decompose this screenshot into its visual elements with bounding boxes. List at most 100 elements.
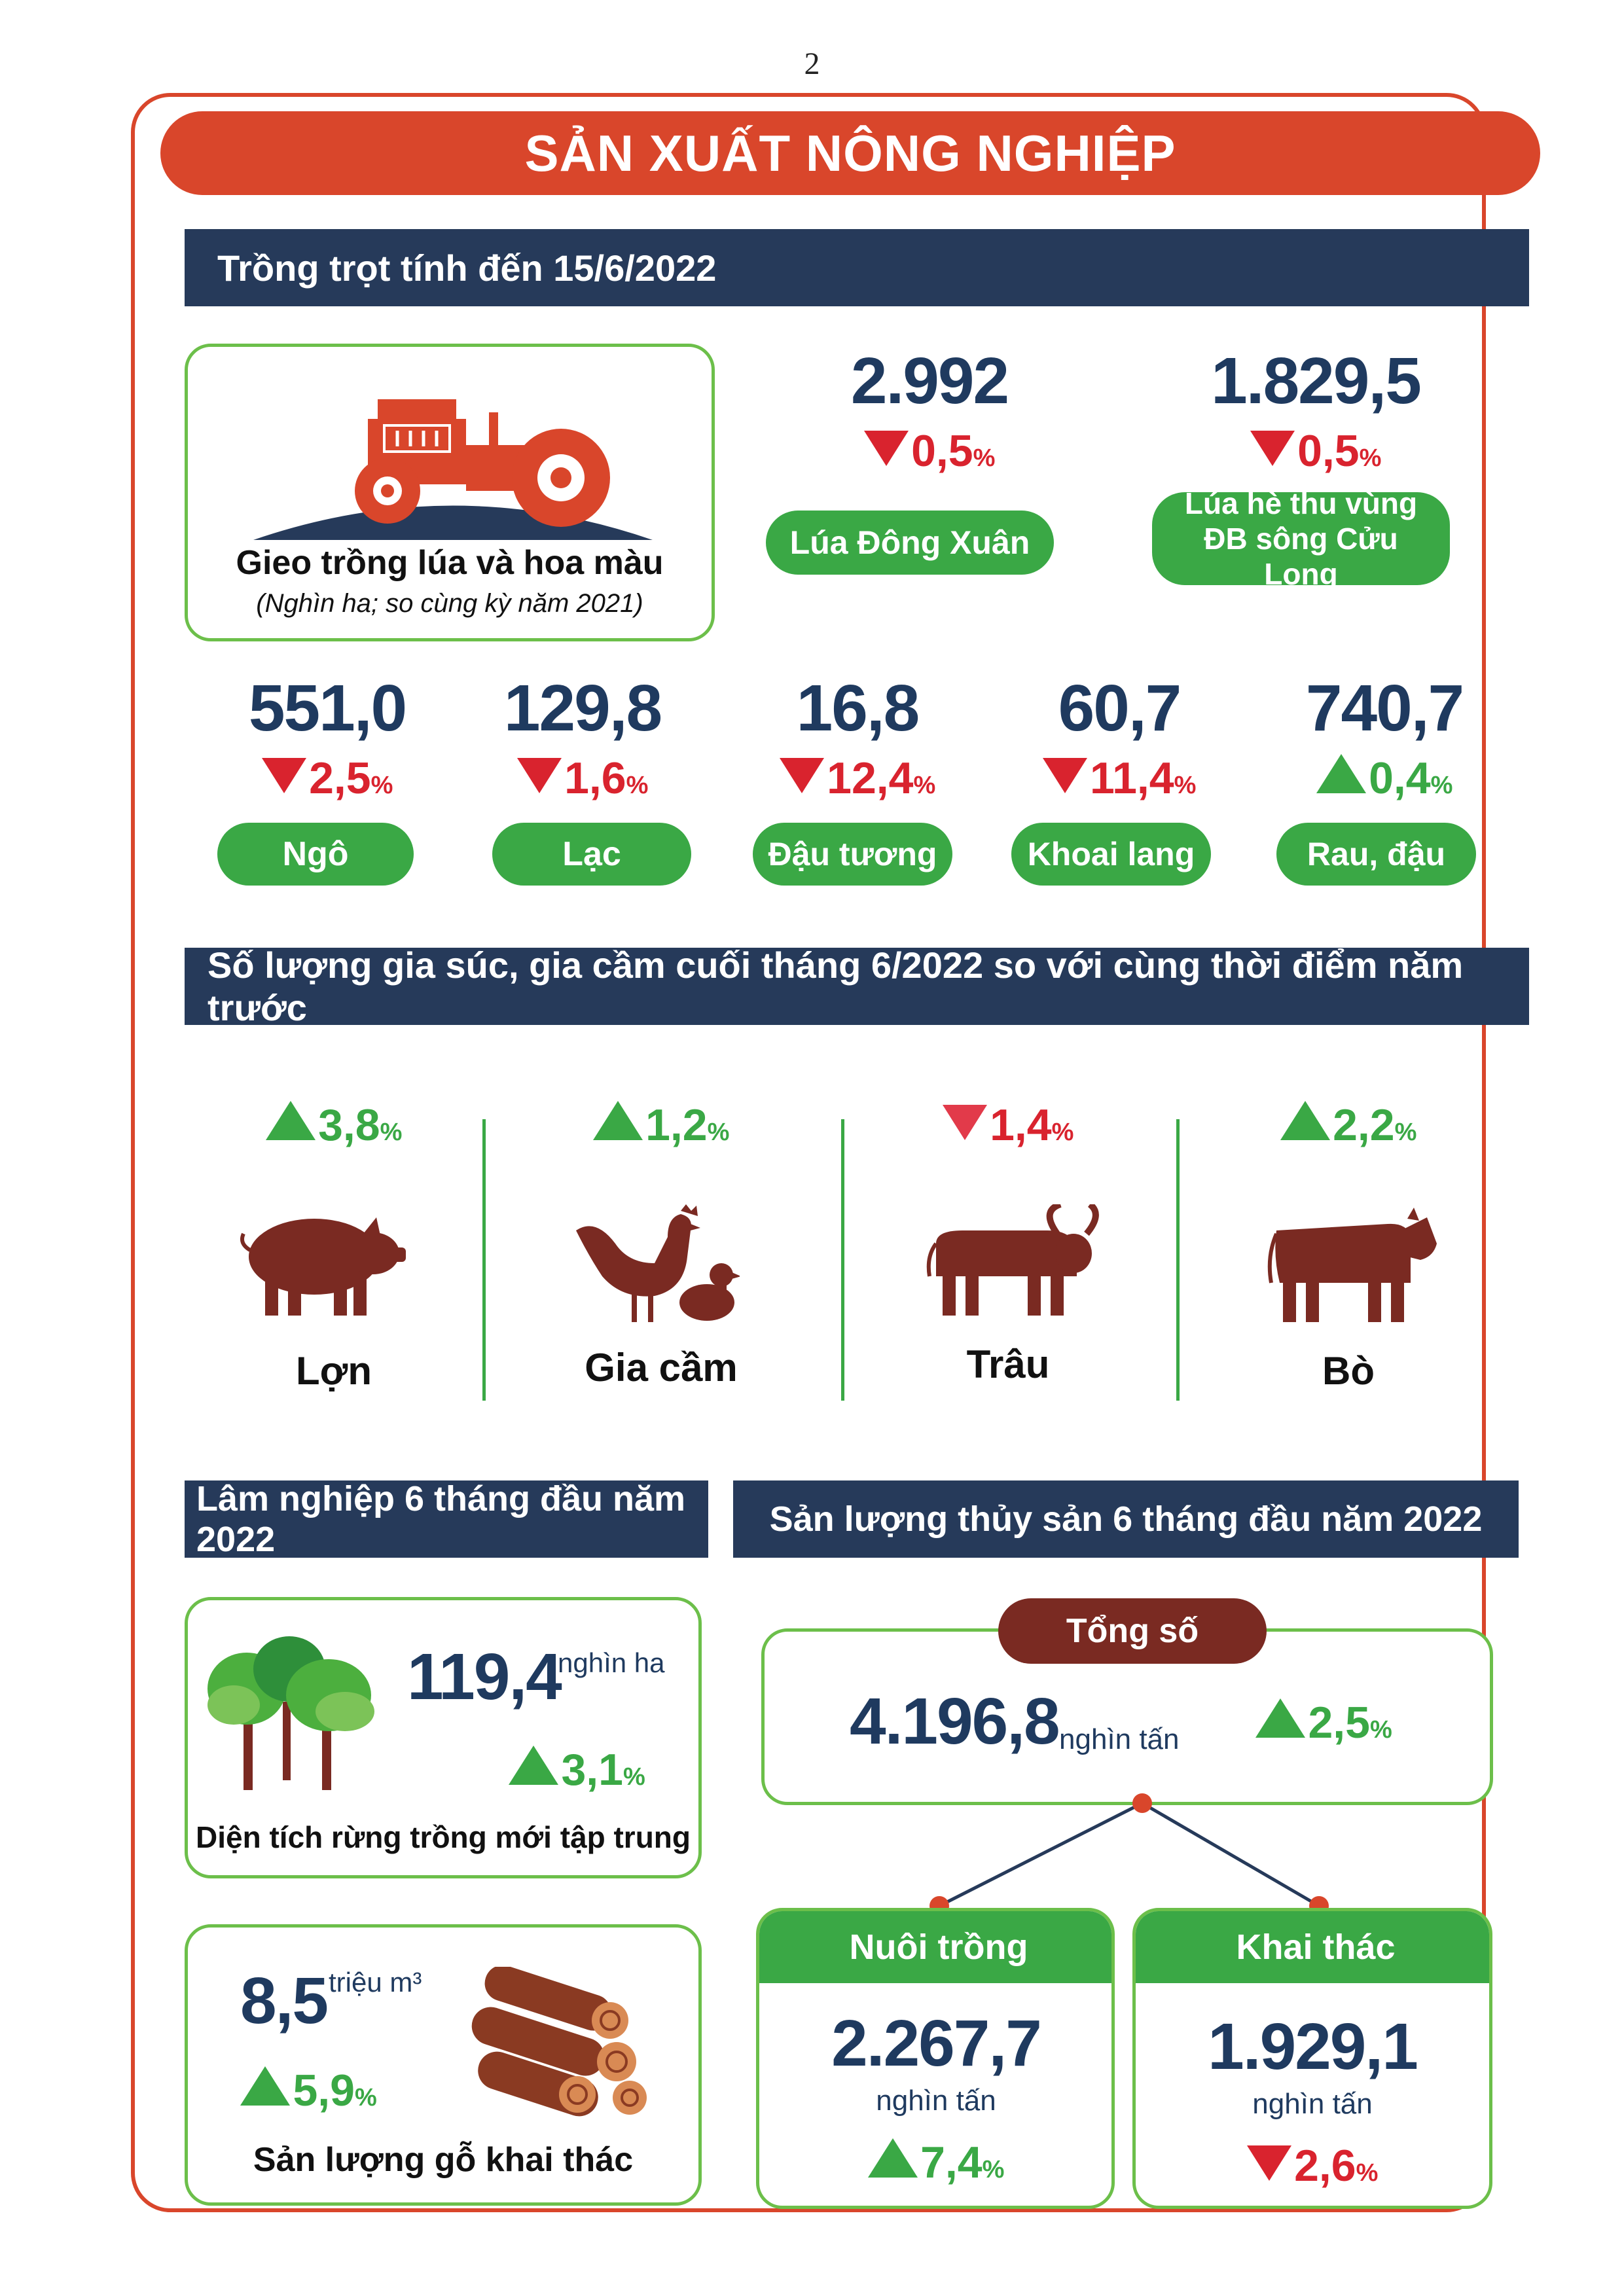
down-arrow-icon (942, 1105, 987, 1140)
pct-sign: % (1369, 1716, 1392, 1744)
crop-label-vegetables: Rau, đậu (1276, 823, 1476, 886)
forestry-timber-value: 8,5 (240, 1964, 329, 2037)
forestry-timber-unit: triệu m³ (329, 1967, 422, 1998)
up-arrow-icon (265, 1101, 316, 1140)
pct-sign: % (707, 1119, 730, 1146)
stat-pct: 3,1 (561, 1745, 623, 1795)
logs-icon (471, 1967, 647, 2117)
fishery-total-label: Tổng số (998, 1598, 1267, 1664)
crop-stat-peanut: 129,8 1,6% (465, 671, 700, 804)
down-arrow-icon (863, 431, 909, 466)
stat-pct: 1,6 (564, 753, 626, 803)
crops-card: Gieo trồng lúa và hoa màu (Nghìn ha; so … (185, 344, 715, 641)
forestry-planted-label: Diện tích rừng trồng mới tập trung (196, 1820, 691, 1854)
down-arrow-icon (1250, 431, 1295, 466)
stat-value: 129,8 (503, 672, 662, 745)
stat-pct: 0,5 (911, 426, 973, 476)
forestry-planted-unit: nghìn ha (558, 1647, 665, 1678)
crop-stat-corn: 551,0 2,5% (209, 671, 445, 804)
fishery-header: Sản lượng thủy sản 6 tháng đầu năm 2022 (733, 1480, 1519, 1558)
crop-stat-vegetables: 740,7 0,4% (1267, 671, 1502, 804)
buffalo-icon (926, 1204, 1099, 1316)
fishery-aquaculture-label: Nuôi trồng (759, 1911, 1111, 1983)
fishery-catch-card: Khai thác 1.929,1 nghìn tấn 2,6% (1132, 1908, 1492, 2209)
crops-card-title: Gieo trồng lúa và hoa màu (236, 544, 664, 582)
stat-value: 60,7 (1058, 672, 1182, 745)
livestock-cow-label: Bò (1322, 1349, 1375, 1393)
livestock-pig-pct: 3,8% (196, 1100, 471, 1151)
livestock-poultry-label: Gia cầm (585, 1346, 738, 1390)
crops-header: Trồng trọt tính đến 15/6/2022 (185, 229, 1529, 306)
rice-winter-label: Lúa Đông Xuân (766, 511, 1054, 575)
connector-lines (929, 1793, 1329, 1916)
fishery-aquaculture-card: Nuôi trồng 2.267,7 nghìn tấn 7,4% (756, 1908, 1115, 2209)
livestock-pig-label: Lợn (296, 1349, 372, 1393)
livestock-buffalo-label: Trâu (966, 1342, 1050, 1386)
fishery-total-pct: 2,5% (1255, 1697, 1392, 1748)
fishery-aquaculture-pct: 7,4% (759, 2137, 1111, 2188)
livestock-poultry-pct: 1,2% (517, 1100, 805, 1151)
stat-pct: 1,4 (990, 1100, 1052, 1150)
stat-pct: 2,6 (1294, 2141, 1356, 2191)
crop-label-corn: Ngô (217, 823, 414, 886)
fishery-catch-value: 1.929,1 (1208, 2010, 1418, 2083)
livestock-cow-pct: 2,2% (1198, 1100, 1499, 1151)
pct-sign: % (370, 772, 393, 799)
rice-summer-stat: 1.829,5 0,5% (1139, 344, 1492, 476)
pct-sign: % (973, 444, 996, 472)
down-arrow-icon (779, 758, 824, 793)
stat-value: 1.829,5 (1211, 344, 1422, 418)
page-frame (131, 93, 1486, 2212)
crop-stat-sweet-potato: 60,7 11,4% (1001, 671, 1237, 804)
crop-label-peanut: Lạc (492, 823, 691, 886)
forestry-planted-card: 119,4 nghìn ha 3,1% Diện tích rừng trồng… (185, 1597, 702, 1878)
forestry-planted-pct: 3,1% (509, 1744, 645, 1795)
rice-summer-label: Lúa hè thu vùng ĐB sông Cửu Long (1152, 486, 1450, 591)
pct-sign: % (626, 772, 649, 799)
up-arrow-icon (1255, 1698, 1305, 1738)
down-arrow-icon (516, 758, 562, 793)
pct-sign: % (913, 772, 936, 799)
up-arrow-icon (1316, 754, 1366, 793)
page-number: 2 (804, 46, 820, 81)
stat-value: 2.992 (850, 344, 1009, 418)
forestry-timber-label: Sản lượng gỗ khai thác (253, 2141, 634, 2179)
pct-sign: % (354, 2084, 377, 2111)
tractor-icon (253, 399, 653, 540)
pct-sign: % (623, 1763, 645, 1791)
stat-pct: 3,8 (318, 1100, 380, 1150)
stat-value: 740,7 (1305, 672, 1464, 745)
divider (482, 1119, 486, 1401)
forestry-timber-pct: 5,9% (240, 2065, 377, 2116)
rice-winter-stat: 2.992 0,5% (753, 344, 1106, 476)
up-arrow-icon (867, 2138, 918, 2178)
fishery-catch-label: Khai thác (1136, 1911, 1489, 1983)
up-arrow-icon (1280, 1101, 1330, 1140)
down-arrow-icon (1246, 2145, 1291, 2181)
pct-sign: % (1430, 772, 1453, 799)
pig-icon (240, 1217, 406, 1316)
forestry-timber-card: 8,5 triệu m³ 5,9% Sản lượng gỗ khai thác (185, 1924, 702, 2206)
stat-value: 16,8 (796, 672, 920, 745)
livestock-header: Số lượng gia súc, gia cầm cuối tháng 6/2… (185, 944, 1529, 1028)
stat-pct: 2,2 (1333, 1100, 1395, 1150)
stat-pct: 0,4 (1369, 753, 1431, 803)
pct-sign: % (1051, 1119, 1074, 1146)
pct-sign: % (1394, 1119, 1417, 1146)
tree-icon (208, 1636, 374, 1790)
stat-pct: 12,4 (827, 753, 914, 803)
forestry-planted-value: 119,4 (407, 1640, 562, 1713)
crops-card-subtitle: (Nghìn ha; so cùng kỳ năm 2021) (256, 589, 643, 618)
stat-pct: 11,4 (1090, 753, 1174, 803)
fishery-aquaculture-unit: nghìn tấn (876, 2085, 996, 2117)
stat-pct: 0,5 (1297, 426, 1360, 476)
stat-pct: 1,2 (645, 1100, 708, 1150)
crop-label-sweet-potato: Khoai lang (1011, 823, 1211, 886)
livestock-buffalo-pct: 1,4% (857, 1100, 1159, 1151)
fishery-aquaculture-value: 2.267,7 (831, 2007, 1042, 2080)
up-arrow-icon (240, 2066, 290, 2106)
divider (1176, 1119, 1180, 1401)
down-arrow-icon (261, 758, 306, 793)
fishery-catch-unit: nghìn tấn (1252, 2088, 1373, 2120)
pct-sign: % (1359, 444, 1382, 472)
